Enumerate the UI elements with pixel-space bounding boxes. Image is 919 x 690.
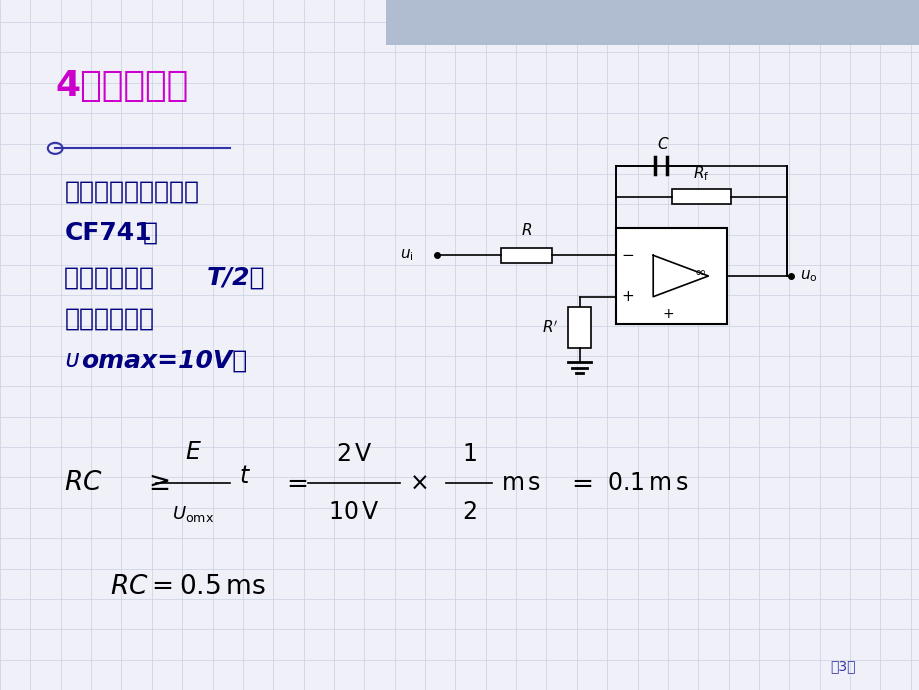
Text: $RC = 0.5\,\mathrm{ms}$: $RC = 0.5\,\mathrm{ms}$ <box>110 573 266 600</box>
Text: ᴜ: ᴜ <box>64 348 79 373</box>
Text: $=$: $=$ <box>280 470 307 496</box>
Text: $RC$: $RC$ <box>64 470 103 496</box>
Text: $R_\mathrm{f}$: $R_\mathrm{f}$ <box>693 164 709 183</box>
Text: $R$: $R$ <box>520 222 532 238</box>
Text: 。: 。 <box>142 221 157 245</box>
Bar <box>386 0 919 45</box>
Text: $\geq$: $\geq$ <box>142 470 169 496</box>
Text: $U_{\mathrm{omx}}$: $U_{\mathrm{omx}}$ <box>172 504 214 524</box>
Text: omax=10V，: omax=10V， <box>81 348 247 373</box>
Text: $R'$: $R'$ <box>542 319 558 336</box>
Text: 4、设计电路: 4、设计电路 <box>55 69 188 103</box>
Text: $2\,\mathrm{V}$: $2\,\mathrm{V}$ <box>335 442 372 466</box>
Text: +: + <box>662 307 674 321</box>
Bar <box>568 307 591 348</box>
Bar <box>671 189 731 204</box>
Text: 集成运算放大器采取: 集成运算放大器采取 <box>64 179 199 204</box>
Text: $u_\mathrm{i}$: $u_\mathrm{i}$ <box>400 248 414 263</box>
Text: $10\,\mathrm{V}$: $10\,\mathrm{V}$ <box>328 500 380 524</box>
Text: +: + <box>620 289 633 304</box>
Text: ∞: ∞ <box>694 266 706 279</box>
Text: $C$: $C$ <box>656 136 668 152</box>
Bar <box>616 228 726 324</box>
Text: $1$: $1$ <box>461 442 476 466</box>
Text: $\times$: $\times$ <box>409 471 427 495</box>
Text: $=$: $=$ <box>565 470 592 496</box>
Text: 假如所用运放: 假如所用运放 <box>64 307 154 331</box>
Text: $t$: $t$ <box>239 464 251 488</box>
Text: $2$: $2$ <box>461 500 476 524</box>
Text: −: − <box>620 248 633 263</box>
Text: $0.1\,\mathrm{m\,s}$: $0.1\,\mathrm{m\,s}$ <box>607 471 688 495</box>
Text: 积分时间均为: 积分时间均为 <box>64 266 163 290</box>
Text: $E$: $E$ <box>185 440 201 464</box>
Text: T/2。: T/2。 <box>207 266 266 290</box>
Text: CF741: CF741 <box>64 221 152 245</box>
Text: $u_\mathrm{o}$: $u_\mathrm{o}$ <box>800 268 817 284</box>
Text: 第3页: 第3页 <box>829 659 855 673</box>
Bar <box>501 248 551 263</box>
Text: $\mathrm{m\,s}$: $\mathrm{m\,s}$ <box>501 471 541 495</box>
